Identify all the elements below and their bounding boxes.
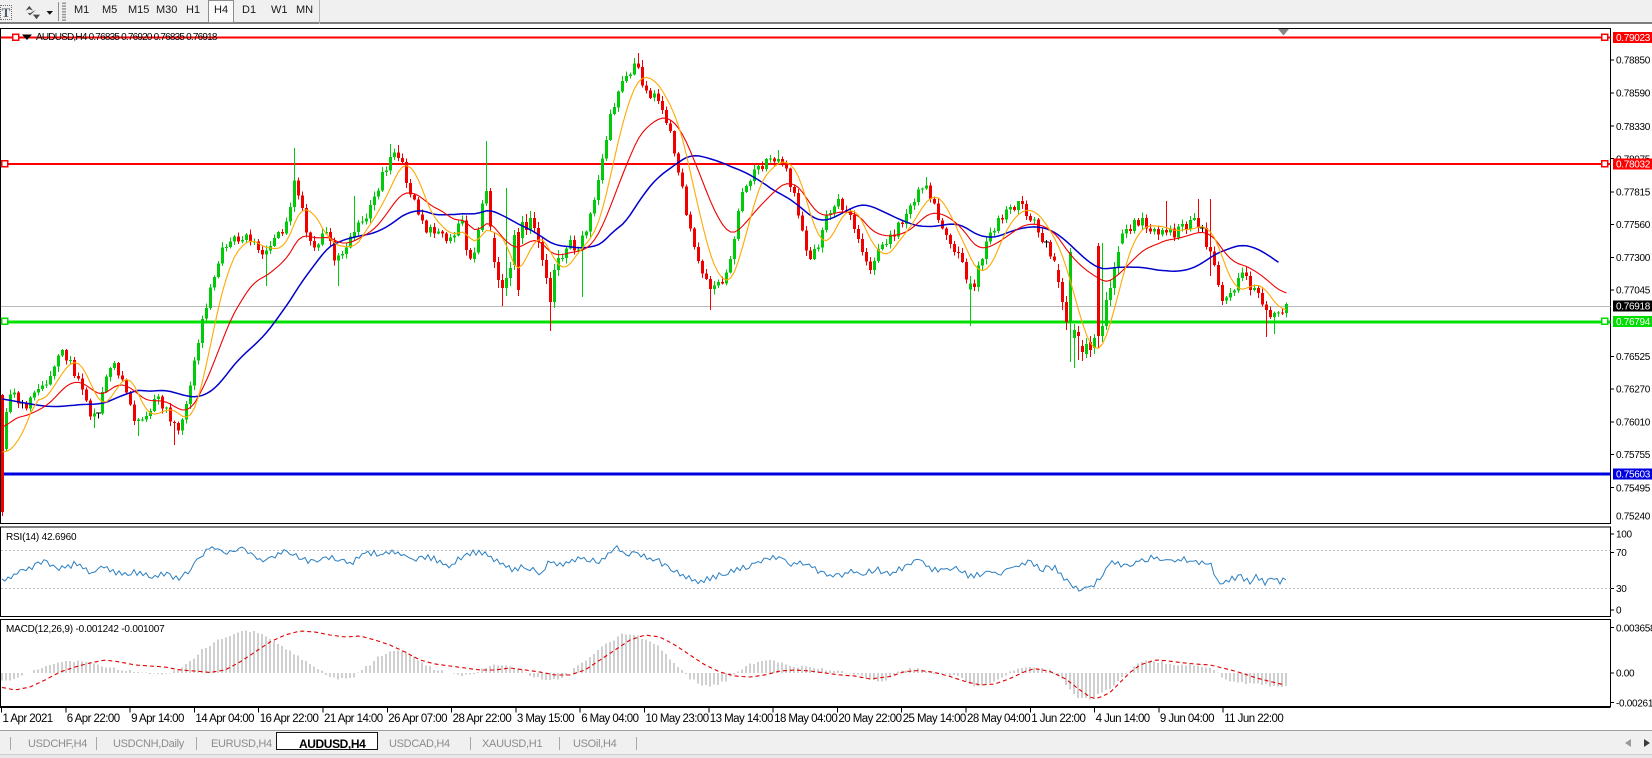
svg-text:4 Jun 14:00: 4 Jun 14:00: [1096, 713, 1150, 725]
svg-text:0.00: 0.00: [1616, 669, 1635, 680]
svg-text:20 May 22:00: 20 May 22:00: [838, 713, 901, 725]
svg-text:0.78590: 0.78590: [1616, 89, 1651, 100]
svg-text:0.75603: 0.75603: [1616, 470, 1651, 481]
svg-text:0.78032: 0.78032: [1616, 160, 1651, 171]
svg-text:18 May 04:00: 18 May 04:00: [774, 713, 837, 725]
svg-text:13 May 14:00: 13 May 14:00: [710, 713, 773, 725]
svg-text:0.79023: 0.79023: [1616, 33, 1651, 44]
svg-text:RSI(14) 42.6960: RSI(14) 42.6960: [6, 532, 77, 543]
svg-text:1 Apr 2021: 1 Apr 2021: [3, 713, 53, 725]
svg-text:-0.002613: -0.002613: [1616, 698, 1652, 709]
svg-text:0.75755: 0.75755: [1616, 450, 1651, 461]
svg-text:100: 100: [1616, 530, 1633, 541]
svg-text:30: 30: [1616, 584, 1627, 595]
svg-text:0.77300: 0.77300: [1616, 253, 1651, 264]
svg-text:10 May 23:00: 10 May 23:00: [646, 713, 709, 725]
svg-text:0: 0: [1616, 606, 1622, 617]
svg-text:0.77045: 0.77045: [1616, 286, 1651, 297]
svg-text:6 May 04:00: 6 May 04:00: [581, 713, 638, 725]
svg-text:3 May 15:00: 3 May 15:00: [517, 713, 574, 725]
svg-text:9 Jun 04:00: 9 Jun 04:00: [1160, 713, 1214, 725]
svg-text:28 May 04:00: 28 May 04:00: [967, 713, 1030, 725]
svg-text:MACD(12,26,9) -0.001242 -0.001: MACD(12,26,9) -0.001242 -0.001007: [6, 624, 165, 635]
svg-text:0.75495: 0.75495: [1616, 483, 1651, 494]
svg-text:0.75240: 0.75240: [1616, 512, 1651, 523]
svg-text:0.78850: 0.78850: [1616, 56, 1651, 67]
svg-text:0.77560: 0.77560: [1616, 220, 1651, 231]
svg-text:1 Jun 22:00: 1 Jun 22:00: [1031, 713, 1085, 725]
svg-text:0.77815: 0.77815: [1616, 188, 1651, 199]
svg-text:0.003658: 0.003658: [1616, 623, 1652, 634]
svg-text:0.78330: 0.78330: [1616, 122, 1651, 133]
svg-text:6 Apr 22:00: 6 Apr 22:00: [67, 713, 120, 725]
svg-text:21 Apr 14:00: 21 Apr 14:00: [324, 713, 383, 725]
svg-text:0.76918: 0.76918: [1616, 302, 1651, 313]
svg-text:0.76525: 0.76525: [1616, 352, 1651, 363]
svg-text:AUDUSD,H4 0.76835 0.76920 0.7: AUDUSD,H4 0.76835 0.76920 0.76835 0.7691…: [36, 32, 218, 43]
svg-text:14 Apr 04:00: 14 Apr 04:00: [195, 713, 254, 725]
svg-text:16 Apr 22:00: 16 Apr 22:00: [260, 713, 319, 725]
svg-text:70: 70: [1616, 548, 1627, 559]
svg-text:0.76270: 0.76270: [1616, 385, 1651, 396]
svg-text:25 May 14:00: 25 May 14:00: [903, 713, 966, 725]
svg-text:28 Apr 22:00: 28 Apr 22:00: [453, 713, 512, 725]
svg-text:11 Jun 22:00: 11 Jun 22:00: [1224, 713, 1283, 725]
svg-text:26 Apr 07:00: 26 Apr 07:00: [388, 713, 447, 725]
svg-text:0.76794: 0.76794: [1616, 317, 1651, 328]
svg-text:9 Apr 14:00: 9 Apr 14:00: [131, 713, 184, 725]
svg-text:0.76010: 0.76010: [1616, 418, 1651, 429]
